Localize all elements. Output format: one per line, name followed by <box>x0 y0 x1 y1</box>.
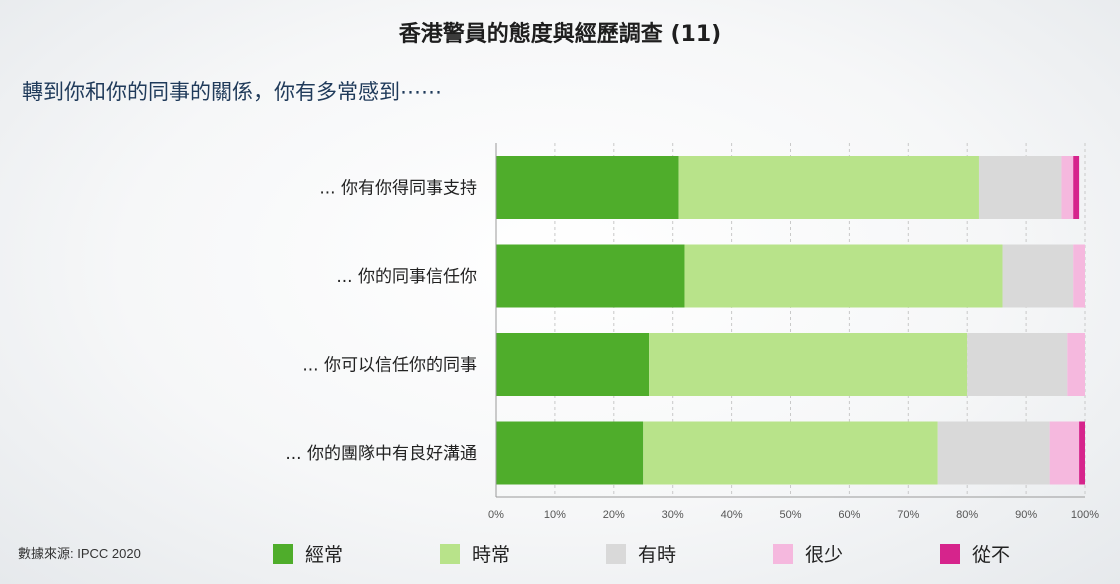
category-label: ... 你的同事信任你 <box>336 267 477 287</box>
legend: 經常 時常 有時 很少 從不 <box>273 544 1010 566</box>
legend-swatch <box>606 544 626 564</box>
bar-segment <box>1073 156 1080 219</box>
x-tick-label: 80% <box>956 509 978 521</box>
bar-segment <box>496 244 685 308</box>
bar-segment <box>1067 333 1085 396</box>
bar-segment <box>496 333 650 396</box>
axes <box>495 143 1085 498</box>
x-tick-label: 100% <box>1071 509 1099 521</box>
chart-subtitle: 轉到你和你的同事的關係，你有多常感到⋯⋯ <box>22 80 442 104</box>
bar-segment <box>1061 156 1074 219</box>
legend-label: 時常 <box>472 544 510 566</box>
x-tick-label: 0% <box>488 509 504 521</box>
bar-segment <box>684 244 1003 308</box>
category-label: ... 你有你得同事支持 <box>319 179 477 199</box>
legend-swatch <box>773 544 793 564</box>
x-tick-label: 60% <box>838 509 860 521</box>
bar-segment <box>967 333 1068 396</box>
bar-segment <box>496 421 644 485</box>
x-tick-labels: 0% 10% 20% 30% 40% 50% 60% 70% 80% 90% 100% <box>488 509 1099 521</box>
bar-segment <box>978 156 1062 219</box>
bar-segment <box>1073 244 1085 308</box>
bar-segment <box>1049 421 1080 485</box>
x-tick-label: 70% <box>897 509 919 521</box>
legend-swatch <box>940 544 960 564</box>
x-tick-label: 90% <box>1015 509 1037 521</box>
bar-segment <box>937 421 1050 485</box>
legend-swatch <box>273 544 293 564</box>
legend-swatch <box>440 544 460 564</box>
x-tick-label: 10% <box>544 509 566 521</box>
x-tick-label: 50% <box>779 509 801 521</box>
bars <box>496 156 1085 485</box>
category-label: ... 你的團隊中有良好溝通 <box>285 444 477 464</box>
legend-label: 從不 <box>972 544 1010 566</box>
bar-segment <box>1002 244 1074 308</box>
x-tick-label: 40% <box>721 509 743 521</box>
x-tick-label: 30% <box>662 509 684 521</box>
bar-segment <box>496 156 679 219</box>
bar-segment <box>643 421 938 485</box>
bar-segment <box>678 156 979 219</box>
category-labels: ... 你有你得同事支持 ... 你的同事信任你 ... 你可以信任你的同事 ... … <box>285 179 477 465</box>
x-tick-label: 20% <box>603 509 625 521</box>
legend-label: 有時 <box>638 544 676 566</box>
chart-title: 香港警員的態度與經歷調查 (11) <box>398 22 722 47</box>
category-label: ... 你可以信任你的同事 <box>302 356 477 376</box>
legend-label: 很少 <box>805 544 843 566</box>
bar-segment <box>1079 421 1085 485</box>
bar-segment <box>649 333 968 396</box>
legend-label: 經常 <box>305 544 343 566</box>
source-note: 數據來源: IPCC 2020 <box>18 546 141 561</box>
